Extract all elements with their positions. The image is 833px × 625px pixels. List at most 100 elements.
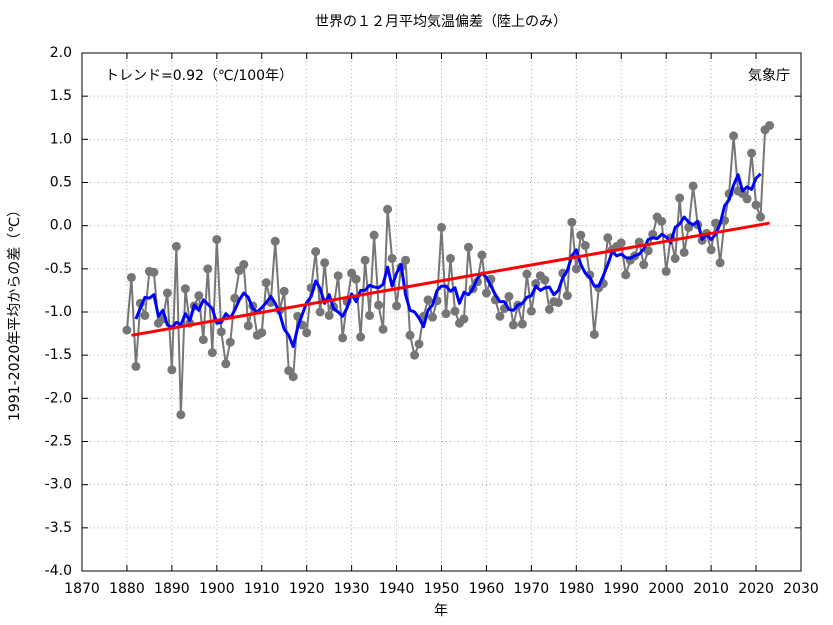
data-point [729, 131, 739, 141]
data-point [176, 410, 186, 420]
data-point [463, 242, 473, 252]
data-point [257, 328, 267, 338]
x-tick-label: 2000 [648, 581, 684, 597]
data-point [315, 307, 325, 317]
data-point [414, 339, 424, 349]
data-point [679, 247, 689, 257]
data-point [517, 319, 527, 329]
data-point [567, 217, 577, 227]
x-tick-label: 2010 [693, 581, 729, 597]
data-point [423, 295, 433, 305]
data-point [450, 306, 460, 316]
data-point [715, 258, 725, 268]
data-point [675, 193, 685, 203]
data-point [279, 286, 289, 296]
data-point [688, 181, 698, 191]
data-point [369, 230, 379, 240]
data-point [526, 306, 536, 316]
x-tick-label: 1950 [424, 581, 460, 597]
data-point [531, 279, 541, 289]
data-point [311, 247, 321, 257]
data-point [374, 300, 384, 310]
data-point [365, 310, 375, 320]
data-point [212, 234, 222, 244]
y-tick-label: -1.0 [45, 304, 72, 320]
data-point [140, 310, 150, 320]
data-point [589, 329, 599, 339]
y-tick-label: -4.0 [45, 563, 72, 579]
chart-title: 世界の１２月平均気温偏差（陸上のみ） [315, 14, 567, 30]
source-annotation: 気象庁 [748, 68, 790, 84]
data-point [639, 260, 649, 270]
data-point [360, 255, 370, 265]
data-point [571, 264, 581, 274]
y-tick-label: 0.5 [50, 175, 72, 191]
y-tick-label: 1.5 [50, 88, 72, 104]
y-tick-label: -0.5 [45, 261, 72, 277]
x-axis-label: 年 [434, 603, 448, 619]
x-tick-label: 1870 [64, 581, 100, 597]
data-point [198, 335, 208, 345]
data-point [648, 229, 658, 239]
y-tick-label: 2.0 [50, 45, 72, 61]
data-point [477, 250, 487, 260]
data-point [540, 275, 550, 285]
data-point [481, 288, 491, 298]
data-point [410, 350, 420, 360]
trend-annotation: トレンド=0.92（℃/100年） [105, 68, 293, 84]
series-line [125, 124, 771, 416]
data-point [405, 330, 415, 340]
y-tick-label: 0.0 [50, 218, 72, 234]
data-point [270, 236, 280, 246]
x-tick-label: 1970 [514, 581, 550, 597]
data-point [243, 321, 253, 331]
data-point [216, 327, 226, 337]
plot-frame [81, 52, 802, 572]
data-point [378, 324, 388, 334]
data-point [194, 291, 204, 301]
data-point [383, 204, 393, 214]
data-point [207, 348, 217, 358]
data-point [302, 328, 312, 338]
x-tick-label: 2030 [783, 581, 819, 597]
series-line [134, 172, 762, 349]
data-point [441, 309, 451, 319]
data-point [576, 230, 586, 240]
data-point [351, 274, 361, 284]
x-tick-label: 1890 [154, 581, 190, 597]
x-tick-label: 1960 [469, 581, 505, 597]
data-point [171, 241, 181, 251]
data-point [324, 310, 334, 320]
data-point [711, 218, 721, 228]
data-point [742, 194, 752, 204]
data-point [149, 267, 159, 277]
data-point [338, 333, 348, 343]
data-point [167, 365, 177, 375]
y-tick-label: -2.5 [45, 434, 72, 450]
data-point [643, 246, 653, 256]
x-tick-label: 1900 [199, 581, 235, 597]
data-point [221, 359, 231, 369]
data-point [706, 245, 716, 255]
data-point [387, 253, 397, 263]
data-point [203, 264, 213, 274]
x-tick-label: 2020 [738, 581, 774, 597]
data-point [544, 304, 554, 314]
data-point [180, 284, 190, 294]
data-point [661, 266, 671, 276]
data-point [495, 311, 505, 321]
x-tick-label: 1930 [334, 581, 370, 597]
data-point [657, 216, 667, 226]
data-point [131, 361, 141, 371]
data-point [162, 288, 172, 298]
series-line [131, 221, 770, 337]
data-point [616, 238, 626, 248]
data-point [122, 325, 132, 335]
data-point [225, 337, 235, 347]
data-point [751, 200, 761, 210]
y-tick-label: -3.5 [45, 520, 72, 536]
data-point [603, 233, 613, 243]
data-point [670, 253, 680, 263]
data-point [747, 148, 757, 158]
x-tick-label: 1940 [379, 581, 415, 597]
